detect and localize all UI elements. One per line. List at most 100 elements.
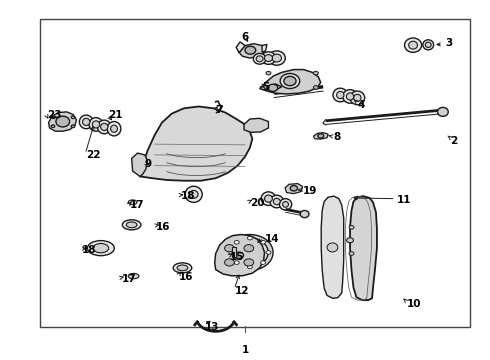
Ellipse shape <box>92 121 99 128</box>
Ellipse shape <box>261 240 266 244</box>
Ellipse shape <box>235 252 244 258</box>
Text: 3: 3 <box>445 38 453 48</box>
Text: 16: 16 <box>156 222 170 231</box>
Text: 13: 13 <box>205 322 220 332</box>
Text: 4: 4 <box>357 100 365 110</box>
Ellipse shape <box>314 71 318 75</box>
Ellipse shape <box>232 238 268 267</box>
Ellipse shape <box>173 263 192 273</box>
Ellipse shape <box>72 125 74 127</box>
Ellipse shape <box>272 54 281 62</box>
Text: 18: 18 <box>81 245 96 255</box>
Ellipse shape <box>234 261 239 264</box>
Ellipse shape <box>346 93 354 100</box>
Ellipse shape <box>82 118 90 126</box>
Ellipse shape <box>273 198 280 205</box>
Ellipse shape <box>227 234 273 270</box>
Ellipse shape <box>268 84 278 91</box>
Ellipse shape <box>265 195 272 202</box>
Ellipse shape <box>261 52 276 64</box>
Ellipse shape <box>350 91 365 105</box>
Text: 7: 7 <box>216 105 223 115</box>
Ellipse shape <box>87 240 114 256</box>
Ellipse shape <box>185 186 202 202</box>
Text: 9: 9 <box>145 159 152 169</box>
Text: 19: 19 <box>303 186 317 196</box>
Ellipse shape <box>189 190 198 198</box>
Ellipse shape <box>234 240 239 244</box>
Ellipse shape <box>333 88 347 102</box>
Bar <box>232 247 236 257</box>
Ellipse shape <box>314 86 318 89</box>
Ellipse shape <box>51 125 55 127</box>
Ellipse shape <box>261 192 276 206</box>
Text: 10: 10 <box>407 299 422 309</box>
Bar <box>40 19 470 327</box>
Polygon shape <box>132 153 147 176</box>
Polygon shape <box>350 196 377 300</box>
Text: 20: 20 <box>250 198 265 208</box>
Ellipse shape <box>423 40 434 50</box>
Polygon shape <box>262 44 267 52</box>
Text: 6: 6 <box>242 32 248 41</box>
Ellipse shape <box>244 259 254 266</box>
Ellipse shape <box>107 122 121 136</box>
Ellipse shape <box>409 41 417 49</box>
Ellipse shape <box>72 116 74 118</box>
Text: 18: 18 <box>180 191 195 201</box>
Ellipse shape <box>279 199 292 210</box>
Ellipse shape <box>111 125 118 132</box>
Ellipse shape <box>266 71 271 75</box>
Ellipse shape <box>290 185 297 191</box>
Ellipse shape <box>280 73 300 89</box>
Ellipse shape <box>247 265 252 269</box>
Polygon shape <box>239 44 265 58</box>
Text: 8: 8 <box>333 132 340 142</box>
Ellipse shape <box>346 238 353 243</box>
Text: 21: 21 <box>108 111 122 121</box>
Polygon shape <box>215 234 265 276</box>
Ellipse shape <box>56 116 70 127</box>
Ellipse shape <box>89 118 103 131</box>
Ellipse shape <box>247 236 252 240</box>
Polygon shape <box>236 42 245 53</box>
Ellipse shape <box>93 243 109 253</box>
Text: 12: 12 <box>235 286 250 296</box>
Text: 14: 14 <box>265 234 279 244</box>
Ellipse shape <box>122 220 141 230</box>
Ellipse shape <box>98 120 111 134</box>
Text: 16: 16 <box>179 272 194 282</box>
Polygon shape <box>314 133 328 139</box>
Polygon shape <box>49 112 76 131</box>
Ellipse shape <box>405 38 421 52</box>
Ellipse shape <box>253 53 266 64</box>
Ellipse shape <box>318 134 324 138</box>
Ellipse shape <box>177 265 188 271</box>
Polygon shape <box>244 118 269 132</box>
Ellipse shape <box>224 259 234 266</box>
Ellipse shape <box>52 116 55 118</box>
Text: 23: 23 <box>47 111 62 121</box>
Ellipse shape <box>425 42 431 48</box>
Ellipse shape <box>349 252 354 255</box>
Text: 2: 2 <box>450 136 458 145</box>
Ellipse shape <box>343 90 357 103</box>
Ellipse shape <box>128 200 137 204</box>
Ellipse shape <box>79 115 93 129</box>
Text: 11: 11 <box>396 195 411 205</box>
Text: 5: 5 <box>262 82 270 92</box>
Ellipse shape <box>270 195 284 208</box>
Ellipse shape <box>128 273 139 279</box>
Ellipse shape <box>268 51 285 65</box>
Text: 1: 1 <box>242 345 248 355</box>
Ellipse shape <box>266 86 271 90</box>
Ellipse shape <box>265 55 272 62</box>
Text: 17: 17 <box>130 200 145 210</box>
Ellipse shape <box>245 46 256 54</box>
Ellipse shape <box>354 94 361 102</box>
Ellipse shape <box>256 56 263 62</box>
Ellipse shape <box>244 245 254 252</box>
Polygon shape <box>285 184 303 194</box>
Ellipse shape <box>224 245 234 252</box>
Text: 22: 22 <box>86 150 101 160</box>
